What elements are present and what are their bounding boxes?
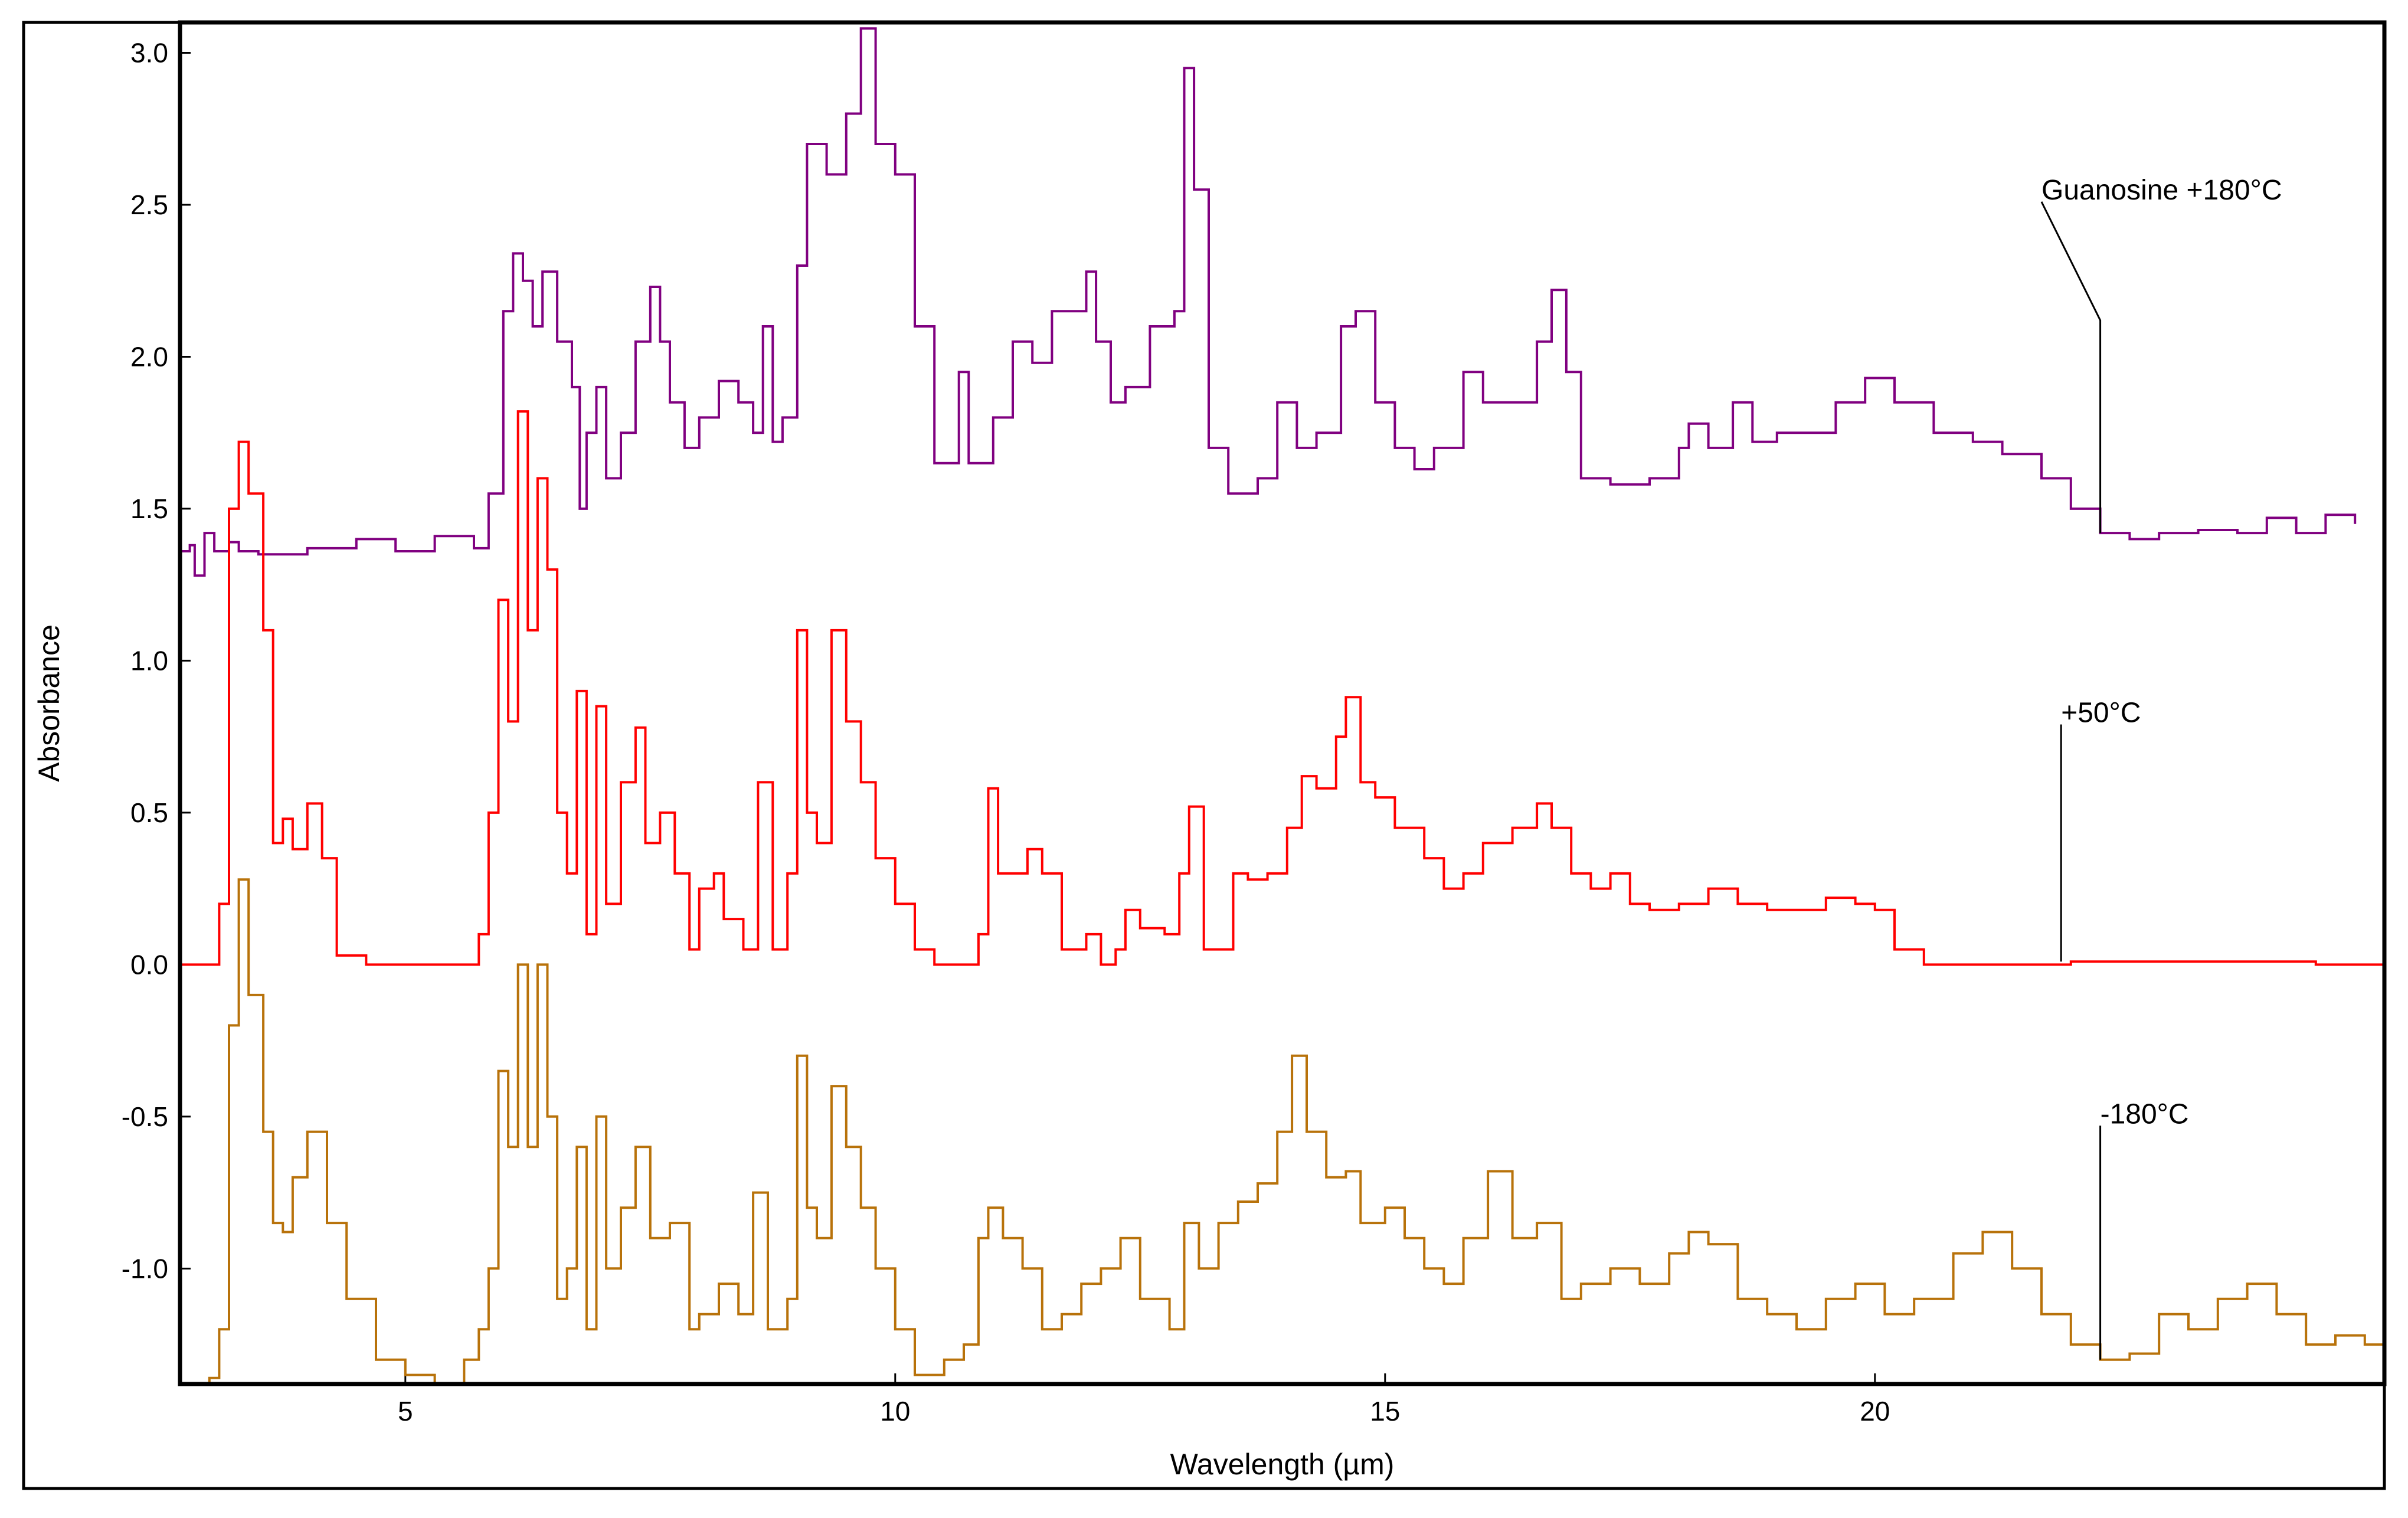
annotations-group: Guanosine +180°C +50°C -180°C (2040, 175, 2282, 1360)
y-tick-label: 0.5 (130, 797, 168, 828)
x-tick-label: 5 (398, 1396, 413, 1427)
series-group (180, 27, 2386, 1385)
y-tick-label: -1.0 (122, 1253, 168, 1284)
annotation-label: +50°C (2061, 698, 2141, 729)
y-tick-label: 1.5 (130, 493, 168, 524)
y-axis-label: Absorbance (32, 624, 66, 782)
y-tick-label: 2.0 (130, 341, 168, 372)
y-tick-label: 1.0 (130, 645, 168, 676)
x-tick-label: 20 (1860, 1396, 1890, 1427)
annotation-label: Guanosine +180°C (2041, 175, 2282, 206)
x-tick-label: 10 (880, 1396, 910, 1427)
spectrum-line-0 (180, 27, 2357, 577)
x-tick-label: 15 (1370, 1396, 1400, 1427)
spectrum-line-1 (180, 410, 2384, 966)
outer-frame (22, 21, 2386, 1490)
plot-area-frame (178, 20, 2387, 1386)
spectrum-line-2 (180, 878, 2386, 1385)
y-tick-label: 0.0 (130, 949, 168, 980)
x-axis-label: Wavelength (µm) (1170, 1448, 1395, 1481)
y-tick-label: 3.0 (130, 37, 168, 68)
axis-ticks: 5 10 15 20 -1.0 -0.5 0.0 0.5 1.0 1.5 2.0 2.5 3.0 (122, 37, 1890, 1427)
annotation-label: -180°C (2101, 1098, 2189, 1130)
y-tick-label: -0.5 (122, 1101, 168, 1132)
annotation-leader-line (2040, 201, 2102, 534)
y-tick-label: 2.5 (130, 189, 168, 220)
